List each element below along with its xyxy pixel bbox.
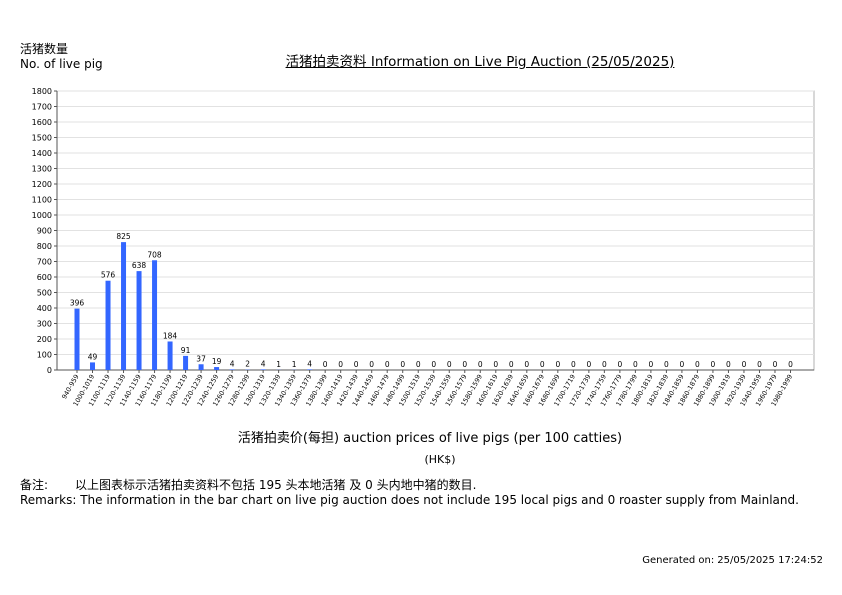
bar-value-label: 0 [493, 360, 498, 369]
y-tick-label: 800 [37, 242, 52, 251]
y-tick-label: 1000 [32, 211, 52, 220]
bar-value-label: 37 [196, 354, 206, 363]
y-axis-title: 活猪数量 No. of live pig [20, 42, 103, 72]
y-axis-title-cn: 活猪数量 [20, 42, 69, 56]
bar-value-label: 1 [276, 360, 281, 369]
bar-value-label: 91 [181, 346, 191, 355]
bar-value-label: 0 [478, 360, 483, 369]
bar-value-label: 0 [509, 360, 514, 369]
bar [105, 280, 111, 370]
remarks-cn: 备注: 以上图表标示活猪拍卖资料不包括 195 头本地活猪 及 0 头内地中猪的数… [20, 478, 799, 493]
bar-value-label: 0 [617, 360, 622, 369]
y-tick-label: 1700 [32, 103, 52, 112]
y-tick-label: 1600 [32, 118, 52, 127]
bar [307, 369, 313, 370]
bar-value-label: 0 [385, 360, 390, 369]
bar [74, 308, 80, 370]
bar-value-label: 825 [116, 232, 131, 241]
bar-value-label: 0 [711, 360, 716, 369]
bar-value-label: 0 [633, 360, 638, 369]
bar-value-label: 184 [163, 331, 178, 340]
bar-value-label: 0 [338, 360, 343, 369]
y-tick-label: 100 [37, 351, 52, 360]
bar-value-label: 0 [757, 360, 762, 369]
bar [229, 369, 235, 370]
bar [152, 260, 158, 370]
bar [214, 367, 220, 370]
y-tick-label: 1300 [32, 165, 52, 174]
bar-value-label: 576 [101, 271, 116, 280]
chart-title: 活猪拍卖资料 Information on Live Pig Auction (… [285, 54, 675, 70]
bar [90, 362, 96, 370]
bar-value-label: 0 [447, 360, 452, 369]
y-tick-label: 400 [37, 304, 52, 313]
bar-value-label: 0 [540, 360, 545, 369]
y-tick-label: 300 [37, 320, 52, 329]
bar [183, 355, 189, 370]
bar-value-label: 638 [132, 261, 147, 270]
bar-value-label: 0 [742, 360, 747, 369]
bar-value-label: 0 [323, 360, 328, 369]
y-tick-label: 1200 [32, 180, 52, 189]
bar-value-label: 49 [88, 352, 98, 361]
x-axis-title: 活猪拍卖价(每担) auction prices of live pigs (p… [237, 431, 623, 446]
generated-label: Generated on: [642, 555, 715, 566]
bar-value-label: 396 [70, 299, 85, 308]
bar-value-label: 2 [245, 360, 250, 369]
y-tick-label: 700 [37, 258, 52, 267]
bar [136, 271, 142, 370]
bar-value-label: 0 [524, 360, 529, 369]
bar-value-label: 0 [602, 360, 607, 369]
bar [198, 364, 204, 370]
bar-value-label: 0 [695, 360, 700, 369]
bar-value-label: 0 [400, 360, 405, 369]
bar-value-label: 0 [586, 360, 591, 369]
bar-value-label: 4 [261, 359, 266, 368]
y-axis-title-en: No. of live pig [20, 57, 103, 71]
y-tick-label: 900 [37, 227, 52, 236]
bar-value-label: 4 [307, 359, 312, 368]
y-tick-label: 600 [37, 273, 52, 282]
remarks-en: Remarks: The information in the bar char… [20, 493, 799, 507]
remarks-cn-text: 以上图表标示活猪拍卖资料不包括 195 头本地活猪 及 0 头内地中猪的数目. [75, 478, 477, 492]
y-tick-label: 1800 [32, 87, 52, 96]
bar-value-label: 0 [431, 360, 436, 369]
y-tick-label: 1500 [32, 134, 52, 143]
generated-value: 25/05/2025 17:24:52 [717, 555, 823, 566]
bar-value-label: 0 [369, 360, 374, 369]
remarks: 备注: 以上图表标示活猪拍卖资料不包括 195 头本地活猪 及 0 头内地中猪的数… [20, 478, 799, 508]
currency-unit: (HK$) [424, 453, 456, 466]
bar-value-label: 0 [788, 360, 793, 369]
bar-value-label: 0 [726, 360, 731, 369]
remarks-cn-label: 备注: [20, 478, 49, 492]
bar-value-label: 0 [416, 360, 421, 369]
bar [121, 242, 127, 370]
bar [167, 341, 173, 370]
bar-value-label: 4 [230, 359, 235, 368]
generated-timestamp: Generated on: 25/05/2025 17:24:52 [642, 555, 823, 566]
bar-value-label: 0 [680, 360, 685, 369]
bar-value-label: 0 [664, 360, 669, 369]
bar-chart: 0100200300400500600700800900100011001200… [32, 87, 815, 408]
y-tick-label: 1400 [32, 149, 52, 158]
bar-value-label: 708 [147, 250, 162, 259]
y-tick-label: 0 [47, 366, 52, 375]
y-tick-label: 200 [37, 335, 52, 344]
bar [260, 369, 266, 370]
bar-value-label: 0 [354, 360, 359, 369]
bar-value-label: 0 [649, 360, 654, 369]
bar-value-label: 1 [292, 360, 297, 369]
bar-value-label: 19 [212, 357, 222, 366]
y-tick-label: 1100 [32, 196, 52, 205]
bar-value-label: 0 [773, 360, 778, 369]
bar-value-label: 0 [571, 360, 576, 369]
bar-value-label: 0 [462, 360, 467, 369]
y-tick-label: 500 [37, 289, 52, 298]
bar-value-label: 0 [555, 360, 560, 369]
